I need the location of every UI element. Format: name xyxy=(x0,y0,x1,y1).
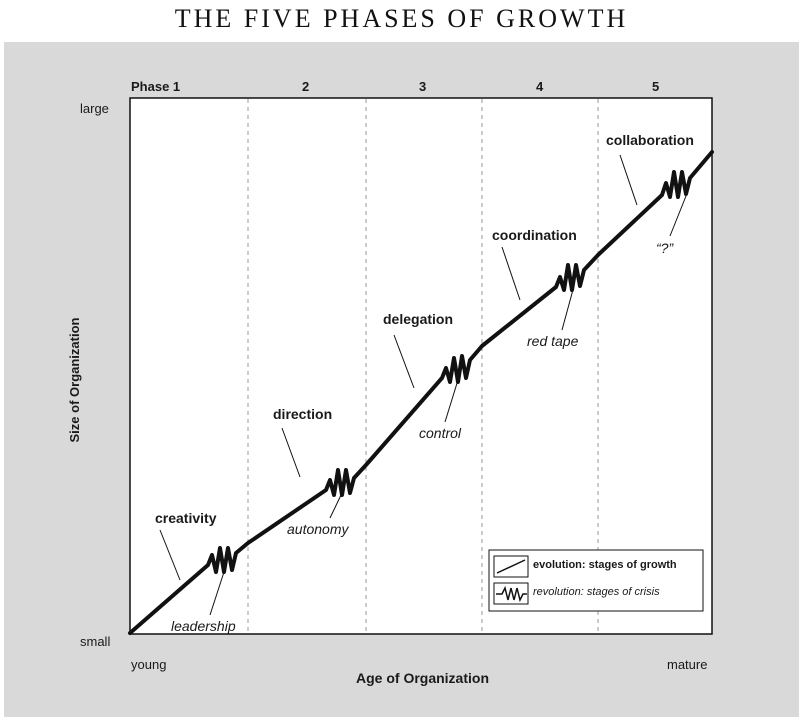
revolution-label-leadership: leadership xyxy=(171,618,236,634)
legend-evolution-label: evolution: stages of growth xyxy=(533,559,677,571)
y-axis-top-label: large xyxy=(80,101,109,116)
leader-coordination xyxy=(501,246,521,301)
revolution-leaders xyxy=(209,195,687,616)
x-axis-title: Age of Organization xyxy=(356,670,489,686)
evolution-leaders xyxy=(159,154,638,581)
x-axis-right-label: mature xyxy=(667,657,708,672)
y-axis-bottom-label: small xyxy=(80,634,111,649)
x-axis-left-label: young xyxy=(131,657,167,672)
diagram-title: THE FIVE PHASES OF GROWTH xyxy=(174,4,629,33)
leader-leadership xyxy=(209,571,225,616)
phase-label-3: 3 xyxy=(419,79,427,94)
legend-revolution-label: revolution: stages of crisis xyxy=(533,586,660,598)
revolution-label-control: control xyxy=(419,425,462,441)
leader-question xyxy=(669,195,687,237)
leader-direction xyxy=(281,427,301,478)
revolution-label-question: “?” xyxy=(656,240,674,256)
evolution-label-creativity: creativity xyxy=(155,510,217,526)
evolution-label-coordination: coordination xyxy=(492,227,577,243)
evolution-label-direction: direction xyxy=(273,406,333,422)
y-axis-title: Size of Organization xyxy=(67,317,82,443)
growth-curve xyxy=(128,150,714,635)
leader-delegation xyxy=(393,334,415,389)
phase-label-4: 4 xyxy=(536,79,544,94)
legend-evolution-bold: evolution: xyxy=(533,559,586,571)
legend-evolution-rest: stages of growth xyxy=(588,559,677,571)
legend-revolution-line xyxy=(496,585,527,603)
legend-revolution-rest: stages of crisis xyxy=(586,586,660,598)
leader-autonomy xyxy=(329,492,343,519)
legend-revolution-ital: revolution: xyxy=(533,586,584,598)
leader-control xyxy=(444,379,459,423)
phase-label-1: Phase 1 xyxy=(131,79,181,94)
phase-separators xyxy=(247,99,599,633)
plot-area xyxy=(129,97,713,635)
phase-label-5: 5 xyxy=(652,79,660,94)
revolution-label-red-tape: red tape xyxy=(527,333,579,349)
evolution-label-delegation: delegation xyxy=(383,311,454,327)
phase-label-2: 2 xyxy=(302,79,310,94)
leader-collaboration xyxy=(619,154,638,206)
evolution-label-collaboration: collaboration xyxy=(606,132,694,148)
leader-red-tape xyxy=(561,285,575,331)
revolution-label-autonomy: autonomy xyxy=(287,521,349,537)
legend-evolution-line xyxy=(496,559,526,574)
leader-creativity xyxy=(159,529,181,581)
